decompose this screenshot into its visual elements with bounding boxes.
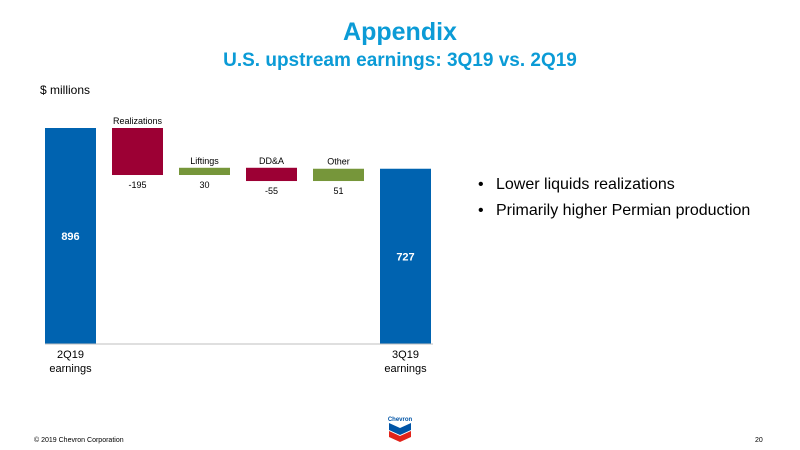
category-label: DD&A <box>259 156 284 166</box>
logo-chevron-red <box>389 431 411 442</box>
category-label: 3Q19 <box>392 349 419 361</box>
units-label: $ millions <box>40 83 91 97</box>
category-label: Other <box>327 157 350 167</box>
bullet-list: Lower liquids realizations Primarily hig… <box>478 172 750 224</box>
logo-text: Chevron <box>388 417 413 423</box>
bar-value-label: 51 <box>333 186 343 196</box>
waterfall-bar <box>112 128 163 176</box>
chevron-logo: Chevron <box>388 417 413 442</box>
category-label: 2Q19 <box>57 349 84 361</box>
page-title: Appendix <box>343 18 457 46</box>
waterfall-bar <box>380 168 431 344</box>
category-label: Realizations <box>113 116 163 126</box>
waterfall-bar <box>45 128 96 344</box>
copyright-text: © 2019 Chevron Corporation <box>34 437 124 444</box>
category-label: earnings <box>384 363 427 375</box>
waterfall-bar <box>246 167 297 182</box>
waterfall-bar <box>179 167 230 176</box>
bar-value-label: 896 <box>61 231 79 243</box>
category-label: earnings <box>49 363 92 375</box>
bullet-item: Lower liquids realizations <box>478 172 750 198</box>
category-label: Liftings <box>190 156 219 166</box>
logo-chevron-blue <box>389 423 411 435</box>
bar-value-label: 727 <box>396 251 414 263</box>
page-number: 20 <box>755 437 763 444</box>
waterfall-bar <box>313 168 364 182</box>
bar-value-label: -195 <box>128 180 146 190</box>
bullet-item: Primarily higher Permian production <box>478 198 750 224</box>
bar-value-label: 30 <box>199 180 209 190</box>
page-subtitle: U.S. upstream earnings: 3Q19 vs. 2Q19 <box>223 50 577 71</box>
bar-value-label: -55 <box>265 186 278 196</box>
